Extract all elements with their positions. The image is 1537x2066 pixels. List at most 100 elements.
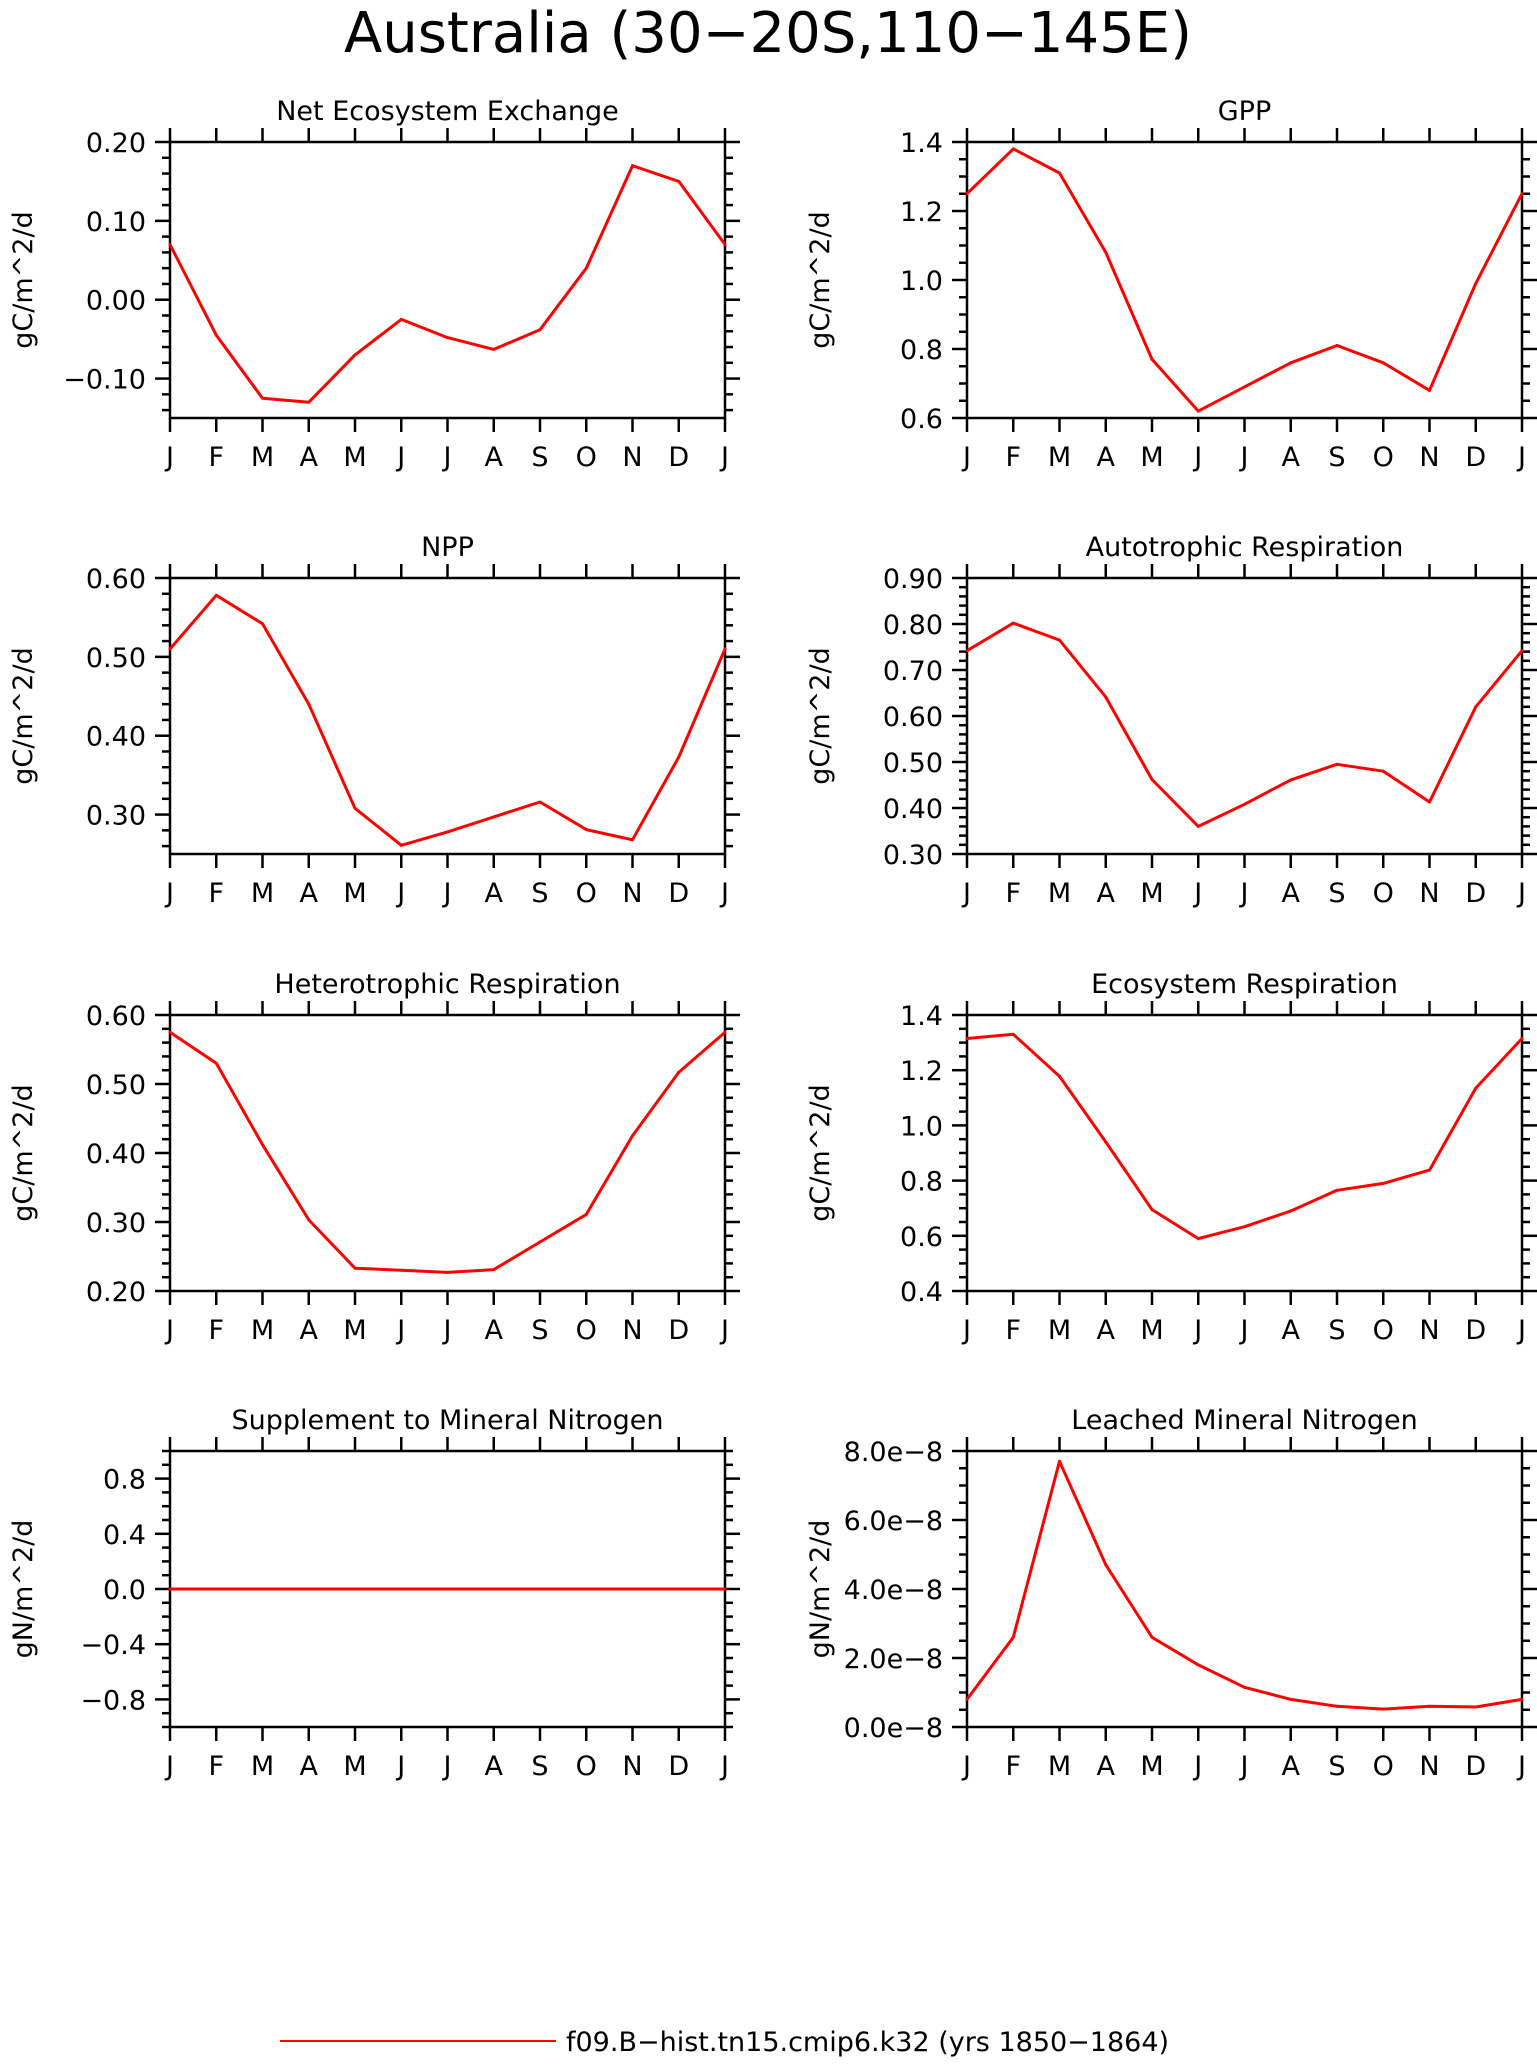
x-tick-label: J [1516, 442, 1526, 473]
y-tick-label: 0.8 [900, 1167, 943, 1198]
x-tick-label: A [1282, 1315, 1301, 1346]
data-point [538, 328, 542, 332]
x-tick-label: O [576, 878, 597, 909]
y-tick-label: 0.60 [883, 702, 943, 733]
data-point [492, 1587, 496, 1591]
y-tick-label: 0.0e−8 [844, 1713, 943, 1744]
data-point [1381, 769, 1385, 773]
series-line [965, 147, 1524, 413]
data-point [1381, 1181, 1385, 1185]
x-tick-label: N [622, 442, 642, 473]
y-tick-label: 0.30 [86, 801, 146, 832]
data-point [307, 1587, 311, 1591]
panel-ecosystem-respiration: Ecosystem Respiration gC/m^2/d 0.4 0.6 0.8 1.… [805, 969, 1537, 1346]
data-point [1196, 824, 1200, 828]
x-tick-label: D [1465, 1315, 1486, 1346]
data-point [492, 815, 496, 819]
data-point [584, 1587, 588, 1591]
data-point [723, 647, 727, 651]
x-tick-label: J [719, 1315, 729, 1346]
x-tick-label: J [719, 442, 729, 473]
y-axis-title: gC/m^2/d [805, 211, 836, 348]
x-tick-label: N [622, 878, 642, 909]
x-tick-label: J [1192, 442, 1202, 473]
y-tick-label: 6.0e−8 [844, 1506, 943, 1537]
x-tick-label: A [300, 1315, 319, 1346]
y-tick-label: 1.0 [900, 266, 943, 297]
data-point [584, 828, 588, 832]
x-tick-label: D [1465, 442, 1486, 473]
legend: f09.B−hist.tn15.cmip6.k32 (yrs 1850−1864… [280, 2027, 1169, 2058]
x-tick-label: F [1005, 1315, 1021, 1346]
data-point [353, 353, 357, 357]
data-point [1428, 1168, 1431, 1172]
data-point [1243, 1685, 1246, 1689]
x-tick-label: S [1328, 878, 1345, 909]
y-tick-label: 1.0 [900, 1111, 943, 1142]
x-tick-label: S [531, 1315, 548, 1346]
x-tick-label: A [1282, 878, 1301, 909]
data-point [677, 755, 681, 759]
data-point [1011, 1635, 1015, 1639]
data-point [261, 1587, 264, 1591]
x-tick-label: D [1465, 878, 1486, 909]
data-point [1335, 1188, 1339, 1192]
data-point [584, 1212, 588, 1216]
data-point [1289, 778, 1293, 782]
plot-frame [168, 576, 727, 856]
y-tick-label: 8.0e−8 [844, 1437, 943, 1468]
panel-supplement-to-mineral-nitrogen: Supplement to Mineral Nitrogen gN/m^2/d −0… [8, 1405, 740, 1782]
y-tick-label: 0.40 [883, 794, 943, 825]
data-point [214, 333, 218, 337]
series-line [168, 164, 727, 404]
data-point [1428, 800, 1431, 804]
x-tick-label: S [1328, 1315, 1345, 1346]
data-point [677, 1587, 681, 1591]
x-tick-label: O [576, 1751, 597, 1782]
x-tick-label: M [343, 878, 366, 909]
x-tick-label: N [1419, 1751, 1439, 1782]
x-tick-label: M [251, 1315, 274, 1346]
y-tick-label: 0.6 [900, 404, 943, 435]
data-point [1520, 649, 1524, 653]
data-point [1520, 1036, 1524, 1040]
data-point [1335, 344, 1339, 348]
data-point [1011, 147, 1015, 151]
data-point [168, 243, 172, 247]
x-tick-label: M [343, 1751, 366, 1782]
data-point [965, 1697, 969, 1701]
x-tick-label: M [251, 442, 274, 473]
y-tick-label: 0.8 [900, 335, 943, 366]
x-tick-label: M [251, 878, 274, 909]
data-point [1428, 388, 1431, 392]
data-point [214, 1061, 218, 1065]
data-point [1104, 695, 1108, 699]
data-point [1520, 192, 1524, 196]
data-point [446, 336, 449, 340]
data-point [631, 838, 634, 842]
panel-title: Ecosystem Respiration [1091, 969, 1398, 1000]
data-point [631, 1134, 634, 1138]
y-axis-title: gC/m^2/d [8, 1084, 39, 1221]
x-tick-label: J [1192, 1751, 1202, 1782]
x-tick-label: A [1097, 878, 1116, 909]
data-point [1058, 638, 1061, 642]
data-point [1381, 361, 1385, 365]
y-tick-label: 0.70 [883, 656, 943, 687]
x-tick-label: A [300, 442, 319, 473]
y-tick-label: 0.0 [103, 1575, 146, 1606]
data-point [723, 1587, 727, 1591]
data-point [538, 1587, 542, 1591]
data-point [1058, 1459, 1061, 1463]
y-tick-label: 0.60 [86, 564, 146, 595]
x-tick-label: M [1140, 878, 1163, 909]
plot-frame [168, 140, 727, 420]
data-point [538, 1240, 542, 1244]
x-tick-label: S [531, 878, 548, 909]
series-line [169, 1031, 726, 1274]
data-point [1289, 1209, 1293, 1213]
x-tick-label: J [395, 1751, 405, 1782]
x-tick-label: J [164, 442, 174, 473]
data-point [307, 400, 311, 404]
x-tick-label: M [1048, 1751, 1071, 1782]
